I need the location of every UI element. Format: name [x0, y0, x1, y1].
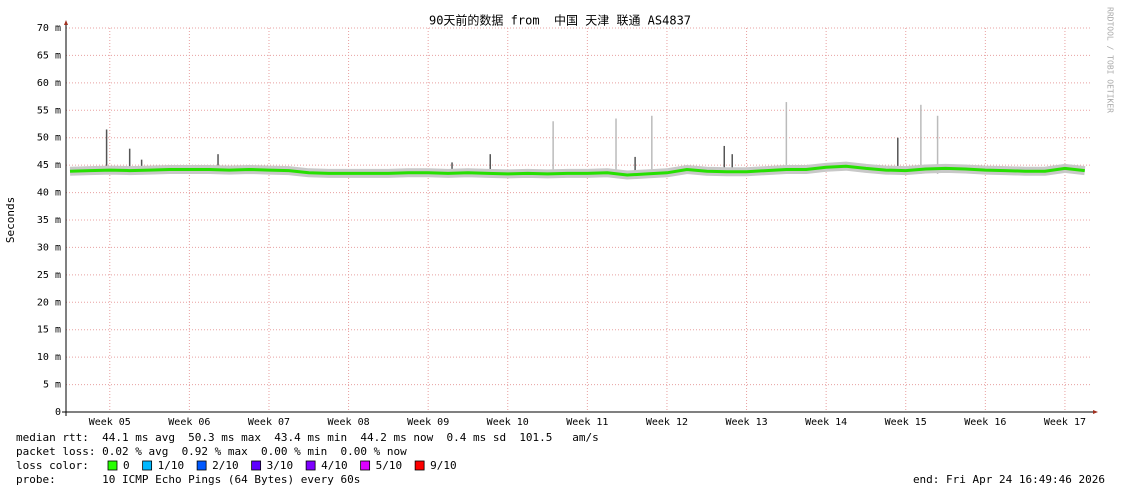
- y-tick-label: 25 m: [37, 270, 61, 281]
- x-tick-label: Week 09: [407, 417, 449, 428]
- legend-label: 5/10: [376, 459, 403, 472]
- marks: [69, 102, 1086, 180]
- legend: 0 1/10 2/10 3/10 4/10 5/10 9/10: [107, 459, 457, 472]
- y-tick-label: 65 m: [37, 50, 61, 61]
- x-tick-label: Week 11: [566, 417, 608, 428]
- y-tick-label: 45 m: [37, 160, 61, 171]
- x-tick-label: Week 05: [89, 417, 131, 428]
- median-line: [69, 164, 1085, 177]
- side-label: RRDTOOL / TOBI OETIKER: [1106, 7, 1115, 113]
- x-tick-label: Week 10: [487, 417, 529, 428]
- y-tick-label: 55 m: [37, 105, 61, 116]
- legend-label: 3/10: [267, 459, 294, 472]
- legend-label: 1/10: [158, 459, 185, 472]
- y-tick-label: 70 m: [37, 23, 61, 34]
- y-tick-label: 20 m: [37, 297, 61, 308]
- x-tick-label: Week 12: [646, 417, 688, 428]
- legend-label: 9/10: [430, 459, 457, 472]
- legend-swatch: [305, 460, 316, 471]
- legend-swatch: [196, 460, 207, 471]
- legend-label: 2/10: [212, 459, 239, 472]
- y-tick-label: 50 m: [37, 133, 61, 144]
- y-tick-label: 60 m: [37, 78, 61, 89]
- chart-title: 90天前的数据 from 中国 天津 联通 AS4837: [429, 13, 691, 28]
- stats-median: median rtt: 44.1 ms avg 50.3 ms max 43.4…: [16, 431, 599, 444]
- x-tick-label: Week 16: [964, 417, 1006, 428]
- y-axis-label: Seconds: [4, 197, 17, 243]
- x-tick-label: Week 14: [805, 417, 847, 428]
- y-tick-label: 10 m: [37, 352, 61, 363]
- legend-label: 0: [123, 459, 130, 472]
- axis-arrow: [64, 20, 68, 25]
- x-tick-label: Week 13: [725, 417, 767, 428]
- x-tick-label: Week 15: [885, 417, 927, 428]
- x-tick-label: Week 08: [327, 417, 369, 428]
- y-tick-label: 40 m: [37, 188, 61, 199]
- legend-label: 4/10: [321, 459, 348, 472]
- stats-probe: probe: 10 ICMP Echo Pings (64 Bytes) eve…: [16, 473, 360, 486]
- x-tick-label: Week 06: [168, 417, 210, 428]
- y-tick-label: 35 m: [37, 215, 61, 226]
- legend-swatch: [107, 460, 118, 471]
- stats-loss: packet loss: 0.02 % avg 0.92 % max 0.00 …: [16, 445, 407, 458]
- y-tick-label: 5 m: [43, 380, 61, 391]
- legend-swatch: [251, 460, 262, 471]
- legend-swatch: [360, 460, 371, 471]
- axis-arrow: [1093, 410, 1098, 414]
- loss-color-label: loss color:: [16, 459, 89, 472]
- x-tick-label: Week 07: [248, 417, 290, 428]
- y-tick-label: 0: [55, 407, 61, 418]
- end-time: end: Fri Apr 24 16:49:46 2026: [913, 473, 1105, 486]
- legend-swatch: [414, 460, 425, 471]
- y-tick-label: 30 m: [37, 242, 61, 253]
- x-tick-label: Week 17: [1044, 417, 1086, 428]
- y-tick-label: 15 m: [37, 325, 61, 336]
- legend-swatch: [142, 460, 153, 471]
